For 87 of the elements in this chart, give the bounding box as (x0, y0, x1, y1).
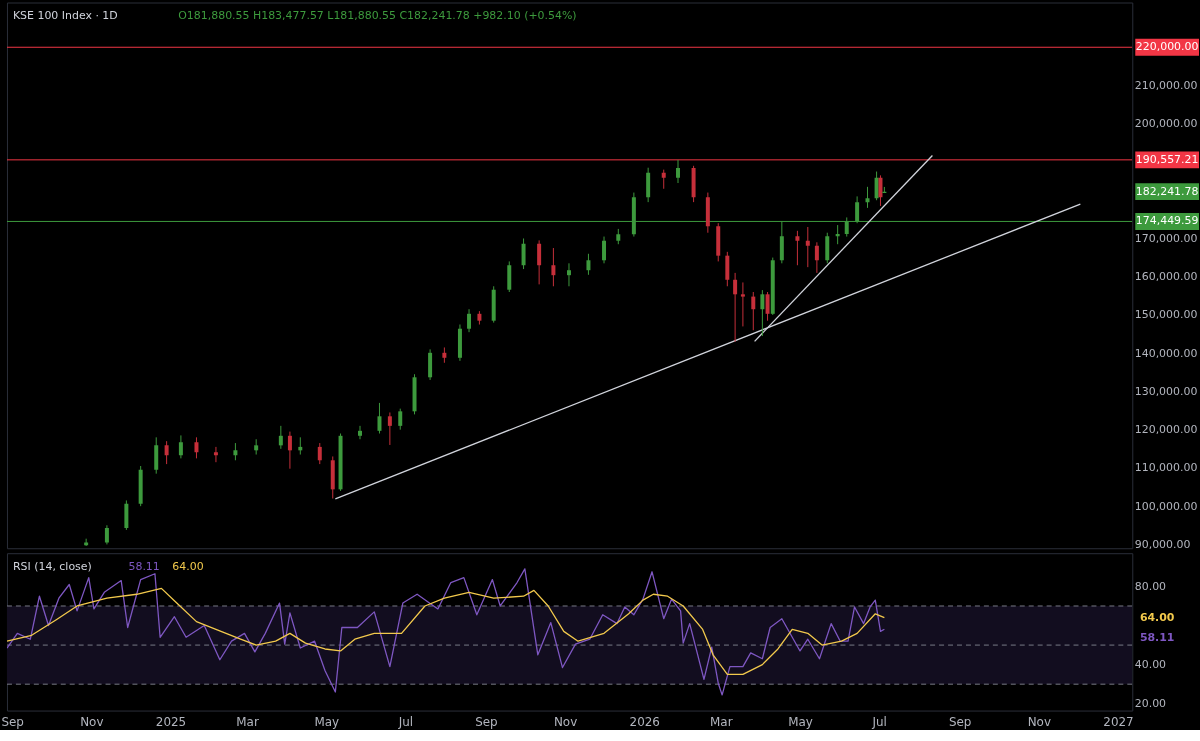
candlestick (740, 281, 745, 327)
x-tick-label: Nov (553, 715, 578, 729)
candlestick (278, 425, 283, 450)
y-tick-label: 170,000.00 (1134, 231, 1198, 245)
candlestick (814, 241, 819, 274)
y-tick-label: 110,000.00 (1134, 461, 1198, 475)
x-tick-label: May (314, 715, 340, 729)
candlestick (124, 499, 129, 531)
candlestick (213, 446, 218, 463)
y-tick-label: 140,000.00 (1134, 346, 1198, 360)
candlestick (387, 411, 392, 446)
candlestick (194, 436, 199, 459)
text: O181,880.55 H183,477.57 L181,880.55 C182,241.78 +982.10 (+0.54%) (178, 9, 577, 23)
series-label: 64.00 (172, 560, 204, 574)
y-tick-label: 200,000.00 (1134, 117, 1198, 131)
candlestick (491, 285, 496, 324)
candlestick (467, 308, 472, 333)
ref-line-label: 190,557.21 (1135, 152, 1199, 166)
x-tick-label: Jul (871, 715, 887, 729)
ref-line-label: 220,000.00 (1135, 40, 1199, 54)
candlestick (377, 402, 382, 435)
candlestick (551, 247, 556, 287)
candlestick (412, 373, 417, 415)
y-tick-label: 80.00 (1134, 579, 1167, 593)
candlestick (760, 289, 765, 337)
x-tick-label: Jul (397, 715, 414, 729)
candlestick (770, 257, 775, 316)
candlestick (104, 524, 109, 545)
x-tick-label: 2025 (155, 715, 187, 729)
x-tick-label: Sep (475, 715, 498, 729)
text: 58.11 (1139, 630, 1175, 644)
x-tick-label: 2027 (1103, 715, 1134, 729)
candlestick (138, 465, 143, 507)
x-tick-label: Mar (710, 715, 733, 729)
candlestick (765, 291, 770, 322)
text: RSI (14, close) (12, 560, 92, 574)
candlestick (338, 433, 343, 492)
y-tick-label: 120,000.00 (1134, 423, 1198, 437)
x-tick-label: Nov (80, 715, 104, 729)
candlestick (507, 260, 512, 293)
candlestick (164, 440, 169, 465)
text: 64.00 (1139, 610, 1175, 624)
x-tick-label: 2026 (629, 715, 660, 729)
candlestick (733, 272, 738, 343)
candlestick (602, 236, 607, 264)
candlestick (330, 455, 335, 500)
x-tick-label: Sep (1, 715, 24, 729)
candlestick (646, 167, 651, 203)
candlestick (825, 232, 830, 264)
candlestick (521, 237, 526, 270)
candlestick (358, 425, 362, 440)
y-tick-label: 40.00 (1134, 658, 1167, 672)
x-tick-label: May (788, 715, 813, 729)
candlestick (428, 348, 433, 381)
candlestick (178, 434, 183, 459)
candlestick (691, 165, 696, 203)
candlestick (751, 291, 756, 331)
y-tick-label: 100,000.00 (1134, 499, 1198, 513)
y-tick-label: 90,000.00 (1134, 537, 1191, 551)
text: 182,241.78 (1135, 184, 1199, 198)
x-tick-label: Mar (236, 715, 259, 729)
y-tick-label: 20.00 (1134, 697, 1167, 711)
candlestick (317, 442, 322, 465)
y-tick-label: 160,000.00 (1134, 270, 1198, 284)
candlestick (586, 253, 591, 276)
candlestick (805, 226, 810, 268)
candlestick (398, 408, 403, 431)
y-tick-label: 150,000.00 (1134, 308, 1198, 322)
candlestick (566, 262, 571, 287)
y-tick-label: 210,000.00 (1134, 78, 1198, 92)
candlestick (661, 169, 666, 190)
candlestick (537, 239, 542, 285)
x-tick-label: Sep (948, 715, 972, 729)
candlestick (154, 436, 159, 475)
candlestick (716, 222, 721, 262)
candlestick (676, 159, 680, 184)
line-series (6, 587, 886, 676)
candlestick (705, 192, 710, 234)
candlestick (457, 324, 462, 362)
series-label: 58.11 (128, 560, 160, 574)
text: KSE 100 Index · 1D (12, 9, 118, 23)
x-tick-label: Nov (1027, 715, 1051, 729)
candlestick (795, 230, 800, 266)
candlestick (287, 431, 292, 470)
y-tick-label: 130,000.00 (1134, 384, 1198, 398)
ref-line-label: 174,449.59 (1135, 214, 1199, 228)
candlestick (725, 251, 730, 287)
